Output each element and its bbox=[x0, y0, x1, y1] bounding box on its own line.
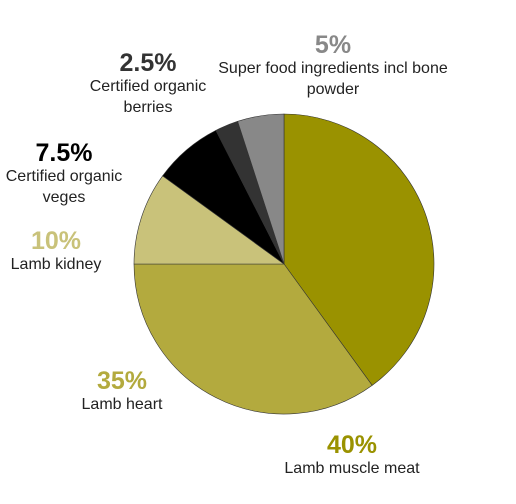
pie-slice bbox=[133, 175, 285, 265]
percent-label: 2.5% bbox=[119, 49, 177, 77]
slice-label: 35% Lamb heart bbox=[22, 368, 222, 415]
percent-label: 7.5% bbox=[35, 139, 93, 167]
category-label: Certified organic berries bbox=[89, 78, 207, 116]
slice-label: 5% Super food ingredients incl bone powde… bbox=[218, 32, 448, 100]
category-label: Certified organic veges bbox=[5, 168, 123, 206]
percent-label: 35% bbox=[96, 367, 148, 395]
pie-slice bbox=[283, 113, 435, 386]
slice-label: 7.5% Certified organic veges bbox=[0, 140, 134, 208]
slice-label: 2.5% Certified organic berries bbox=[73, 50, 223, 118]
slice-label: 10% Lamb kidney bbox=[0, 228, 116, 275]
percent-label: 5% bbox=[314, 31, 352, 59]
category-label: Super food ingredients incl bone powder bbox=[218, 60, 448, 98]
percent-label: 10% bbox=[30, 227, 82, 255]
category-label: Lamb heart bbox=[81, 396, 163, 413]
category-label: Lamb muscle meat bbox=[284, 460, 420, 477]
pie-slice bbox=[237, 113, 285, 265]
slice-label: 40% Lamb muscle meat bbox=[202, 432, 502, 479]
percent-label: 40% bbox=[326, 431, 378, 459]
category-label: Lamb kidney bbox=[10, 256, 102, 273]
pie-slice bbox=[133, 263, 373, 415]
